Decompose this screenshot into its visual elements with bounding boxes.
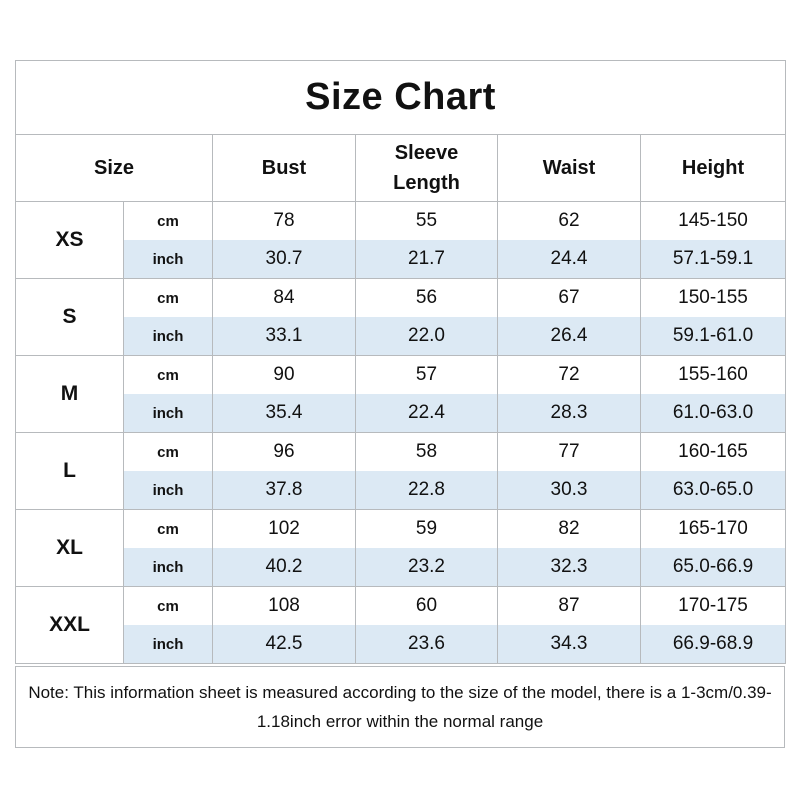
waist-inch-value: 24.4 bbox=[497, 239, 641, 279]
size-label-s: S bbox=[15, 278, 124, 356]
column-header-height: Height bbox=[639, 134, 787, 202]
column-header-sleeve-line1: Sleeve bbox=[394, 142, 459, 164]
size-label-xxl: XXL bbox=[15, 586, 124, 664]
unit-label-cm: cm bbox=[123, 432, 213, 471]
unit-label-cm: cm bbox=[123, 586, 213, 625]
bust-inch-value: 30.7 bbox=[212, 239, 356, 279]
column-header-waist: Waist bbox=[497, 134, 641, 202]
waist-inch-value: 26.4 bbox=[497, 316, 641, 356]
size-label-m: M bbox=[15, 355, 124, 433]
size-label-xl: XL bbox=[15, 509, 124, 587]
waist-inch-value: 32.3 bbox=[497, 547, 641, 587]
table-row-xl-inch: inch 40.2 23.2 32.3 65.0-66.9 bbox=[16, 547, 787, 587]
header-row: Size Bust Sleeve Length Waist Height bbox=[15, 134, 787, 202]
height-inch-value: 57.1-59.1 bbox=[639, 239, 787, 279]
waist-cm-value: 82 bbox=[497, 509, 641, 548]
sleeve-inch-value: 22.0 bbox=[355, 316, 498, 356]
unit-label-inch: inch bbox=[123, 239, 213, 279]
waist-cm-value: 67 bbox=[497, 278, 641, 317]
waist-cm-value: 77 bbox=[497, 432, 641, 471]
unit-label-cm: cm bbox=[123, 509, 213, 548]
size-chart-table: Size Chart Size Bust Sleeve Length Waist… bbox=[14, 60, 787, 664]
waist-inch-value: 28.3 bbox=[497, 393, 641, 433]
column-header-bust: Bust bbox=[212, 134, 356, 202]
unit-label-inch: inch bbox=[123, 547, 213, 587]
sleeve-inch-value: 23.2 bbox=[355, 547, 498, 587]
table-row-m-cm: M cm 90 57 72 155-160 bbox=[15, 355, 787, 433]
sleeve-cm-value: 58 bbox=[355, 432, 498, 471]
height-cm-value: 155-160 bbox=[639, 355, 787, 394]
unit-label-inch: inch bbox=[123, 470, 213, 510]
unit-label-cm: cm bbox=[123, 278, 213, 317]
size-label-l: L bbox=[15, 432, 124, 510]
sleeve-cm-value: 55 bbox=[355, 201, 498, 240]
sleeve-cm-value: 56 bbox=[355, 278, 498, 317]
height-inch-value: 63.0-65.0 bbox=[639, 470, 787, 510]
sleeve-cm-value: 57 bbox=[355, 355, 498, 394]
sleeve-cm-value: 60 bbox=[355, 586, 498, 625]
table-row-xs-inch: inch 30.7 21.7 24.4 57.1-59.1 bbox=[16, 239, 787, 279]
bust-inch-value: 37.8 bbox=[212, 470, 356, 510]
table-row-xxl-inch: inch 42.5 23.6 34.3 66.9-68.9 bbox=[16, 624, 787, 664]
height-inch-value: 65.0-66.9 bbox=[639, 547, 787, 587]
size-chart-container: Size Chart Size Bust Sleeve Length Waist… bbox=[14, 60, 787, 749]
unit-label-inch: inch bbox=[123, 393, 213, 433]
unit-label-inch: inch bbox=[123, 316, 213, 356]
bust-cm-value: 90 bbox=[212, 355, 356, 394]
table-row-l-inch: inch 37.8 22.8 30.3 63.0-65.0 bbox=[16, 470, 787, 510]
bust-cm-value: 78 bbox=[212, 201, 356, 240]
bust-cm-value: 84 bbox=[212, 278, 356, 317]
height-cm-value: 150-155 bbox=[639, 278, 787, 317]
sleeve-inch-value: 23.6 bbox=[355, 624, 498, 664]
sleeve-inch-value: 21.7 bbox=[355, 239, 498, 279]
table-row-s-cm: S cm 84 56 67 150-155 bbox=[15, 278, 787, 356]
column-header-size: Size bbox=[15, 134, 213, 202]
table-row-s-inch: inch 33.1 22.0 26.4 59.1-61.0 bbox=[16, 316, 787, 356]
bust-cm-value: 96 bbox=[212, 432, 356, 471]
bust-cm-value: 108 bbox=[212, 586, 356, 625]
height-cm-value: 170-175 bbox=[639, 586, 787, 625]
page-title: Size Chart bbox=[14, 60, 787, 135]
height-cm-value: 145-150 bbox=[639, 201, 787, 240]
bust-cm-value: 102 bbox=[212, 509, 356, 548]
column-header-sleeve-length: Sleeve Length bbox=[355, 134, 498, 202]
waist-cm-value: 62 bbox=[497, 201, 641, 240]
table-row-xxl-cm: XXL cm 108 60 87 170-175 bbox=[15, 586, 787, 664]
waist-inch-value: 30.3 bbox=[497, 470, 641, 510]
sleeve-inch-value: 22.4 bbox=[355, 393, 498, 433]
sleeve-cm-value: 59 bbox=[355, 509, 498, 548]
bust-inch-value: 42.5 bbox=[212, 624, 356, 664]
title-row: Size Chart bbox=[14, 60, 787, 135]
bust-inch-value: 35.4 bbox=[212, 393, 356, 433]
bust-inch-value: 33.1 bbox=[212, 316, 356, 356]
table-row-l-cm: L cm 96 58 77 160-165 bbox=[15, 432, 787, 510]
bust-inch-value: 40.2 bbox=[212, 547, 356, 587]
sleeve-inch-value: 22.8 bbox=[355, 470, 498, 510]
waist-cm-value: 72 bbox=[497, 355, 641, 394]
waist-cm-value: 87 bbox=[497, 586, 641, 625]
height-inch-value: 66.9-68.9 bbox=[639, 624, 787, 664]
height-cm-value: 165-170 bbox=[639, 509, 787, 548]
unit-label-cm: cm bbox=[123, 201, 213, 240]
unit-label-inch: inch bbox=[123, 624, 213, 664]
height-inch-value: 59.1-61.0 bbox=[639, 316, 787, 356]
table-row-m-inch: inch 35.4 22.4 28.3 61.0-63.0 bbox=[16, 393, 787, 433]
size-label-xs: XS bbox=[15, 201, 124, 279]
measurement-note: Note: This information sheet is measured… bbox=[15, 666, 785, 749]
height-inch-value: 61.0-63.0 bbox=[639, 393, 787, 433]
table-row-xl-cm: XL cm 102 59 82 165-170 bbox=[15, 509, 787, 587]
unit-label-cm: cm bbox=[123, 355, 213, 394]
waist-inch-value: 34.3 bbox=[497, 624, 641, 664]
table-row-xs-cm: XS cm 78 55 62 145-150 bbox=[15, 201, 787, 279]
height-cm-value: 160-165 bbox=[639, 432, 787, 471]
column-header-sleeve-line2: Length bbox=[393, 172, 460, 194]
